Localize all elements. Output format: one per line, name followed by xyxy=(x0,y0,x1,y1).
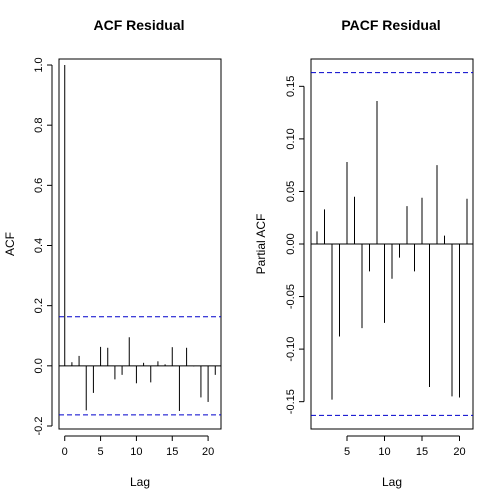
pacf-x-tick-label: 10 xyxy=(378,446,390,458)
acf-y-tick-label: -0.2 xyxy=(33,417,45,436)
acf-y-tick-label: 0.4 xyxy=(33,238,45,253)
acf-x-tick-label: 15 xyxy=(166,446,178,458)
pacf-y-tick-label: 0.15 xyxy=(285,76,297,97)
acf-x-tick-label: 0 xyxy=(62,446,68,458)
pacf-marks xyxy=(311,72,473,416)
acf-y-axis-label: ACF xyxy=(3,232,17,256)
acf-x-tick-label: 5 xyxy=(98,446,104,458)
pacf-y-tick-label: 0.00 xyxy=(285,233,297,254)
acf-x-axis-label: Lag xyxy=(130,475,150,489)
pacf-y-axis-label: Partial ACF xyxy=(254,214,268,275)
acf-x-tick-label: 20 xyxy=(202,446,214,458)
pacf-x-axis-label: Lag xyxy=(382,475,402,489)
acf-marks xyxy=(59,65,221,416)
acf-title: ACF Residual xyxy=(93,17,184,33)
pacf-title: PACF Residual xyxy=(341,17,440,33)
pacf-x-tick-label: 5 xyxy=(344,446,350,458)
acf-panel: ACF Residual -0.2 0.0 0.2 0.4 0.6 0.8 1.0 0 5 10… xyxy=(3,17,222,489)
pacf-y-axis: -0.15 -0.10 -0.05 0.00 0.05 0.10 0.15 xyxy=(285,76,305,414)
acf-y-tick-label: 0.6 xyxy=(33,178,45,193)
pacf-y-tick-label: 0.10 xyxy=(285,128,297,149)
pacf-x-tick-label: 20 xyxy=(453,446,465,458)
acf-y-tick-label: 1.0 xyxy=(33,57,45,72)
acf-x-axis: 0 5 10 15 20 xyxy=(62,435,214,458)
pacf-y-tick-label: -0.05 xyxy=(285,284,297,309)
acf-plot-frame xyxy=(58,58,222,430)
pacf-panel: PACF Residual -0.15 -0.10 -0.05 0.00 0.05 0.1… xyxy=(254,17,474,489)
acf-y-tick-label: 0.0 xyxy=(33,358,45,373)
pacf-y-tick-label: -0.15 xyxy=(285,389,297,414)
pacf-y-tick-label: 0.05 xyxy=(285,181,297,202)
pacf-x-axis: 5 10 15 20 xyxy=(344,435,466,458)
pacf-y-tick-label: -0.10 xyxy=(285,337,297,362)
acf-y-axis: -0.2 0.0 0.2 0.4 0.6 0.8 1.0 xyxy=(33,57,53,436)
acf-x-tick-label: 10 xyxy=(130,446,142,458)
acf-y-tick-label: 0.2 xyxy=(33,298,45,313)
pacf-x-tick-label: 15 xyxy=(416,446,428,458)
acf-y-tick-label: 0.8 xyxy=(33,118,45,133)
